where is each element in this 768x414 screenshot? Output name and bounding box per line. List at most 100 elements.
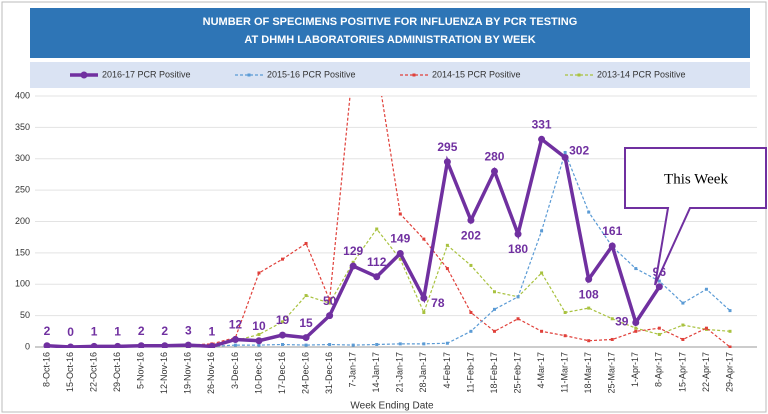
data-label: 280 bbox=[484, 149, 504, 163]
point bbox=[304, 343, 308, 347]
data-label: 2 bbox=[161, 324, 168, 338]
point bbox=[563, 150, 567, 154]
legend-label: 2016-17 PCR Positive bbox=[102, 69, 191, 79]
series-line bbox=[47, 96, 731, 348]
point bbox=[328, 301, 332, 305]
point bbox=[328, 342, 332, 346]
x-tick-label: 7-Jan-17 bbox=[348, 352, 358, 388]
point bbox=[445, 243, 449, 247]
data-label: 302 bbox=[569, 144, 589, 158]
point bbox=[161, 342, 169, 348]
x-tick-label: 26-Nov-16 bbox=[206, 352, 216, 394]
point bbox=[728, 345, 732, 348]
point bbox=[587, 339, 591, 343]
x-tick-label: 28-Jan-17 bbox=[418, 352, 428, 393]
x-tick-label: 17-Dec-16 bbox=[277, 352, 287, 394]
point bbox=[704, 326, 708, 330]
point bbox=[540, 271, 544, 275]
point bbox=[561, 153, 569, 161]
point bbox=[469, 263, 473, 267]
data-label: 10 bbox=[252, 319, 266, 333]
x-tick-label: 5-Nov-16 bbox=[136, 352, 146, 389]
legend-marker bbox=[247, 73, 251, 77]
y-tick-label: 0 bbox=[25, 341, 30, 351]
x-tick-label: 3-Dec-16 bbox=[230, 352, 240, 389]
data-label: 2 bbox=[44, 324, 51, 338]
point bbox=[704, 287, 708, 291]
point bbox=[443, 158, 451, 166]
point bbox=[304, 294, 308, 298]
data-label: 149 bbox=[390, 232, 410, 246]
y-tick-label: 150 bbox=[15, 247, 30, 257]
point bbox=[257, 332, 261, 336]
point bbox=[396, 250, 404, 258]
data-label: 295 bbox=[437, 140, 457, 154]
point bbox=[634, 267, 638, 271]
point bbox=[610, 337, 614, 341]
point bbox=[208, 342, 216, 348]
point bbox=[302, 334, 310, 342]
data-label: 129 bbox=[343, 244, 363, 258]
data-label: 112 bbox=[367, 255, 387, 269]
data-label: 1 bbox=[114, 325, 121, 339]
legend-marker bbox=[412, 73, 416, 77]
x-tick-label: 8-Apr-17 bbox=[654, 352, 664, 387]
point bbox=[587, 306, 591, 310]
point bbox=[349, 262, 357, 270]
point bbox=[233, 343, 237, 347]
point bbox=[373, 273, 381, 281]
point bbox=[304, 241, 308, 245]
point bbox=[469, 329, 473, 333]
point bbox=[655, 283, 663, 291]
point bbox=[43, 342, 51, 348]
point bbox=[657, 332, 661, 336]
series-line bbox=[46, 150, 731, 347]
point bbox=[492, 307, 496, 311]
legend-marker bbox=[577, 73, 581, 77]
point bbox=[281, 320, 285, 324]
y-tick-label: 250 bbox=[15, 185, 30, 195]
x-tick-label: 31-Dec-16 bbox=[324, 352, 334, 394]
point bbox=[326, 312, 334, 320]
callout: This Week bbox=[624, 147, 767, 286]
callout-shape bbox=[624, 147, 767, 286]
point bbox=[375, 227, 379, 231]
point bbox=[492, 290, 496, 294]
data-label: 202 bbox=[461, 228, 481, 242]
data-label: 331 bbox=[532, 117, 552, 131]
data-label: 0 bbox=[67, 325, 74, 339]
x-tick-label: 29-Oct-16 bbox=[112, 352, 122, 392]
x-tick-label: 15-Apr-17 bbox=[677, 352, 687, 392]
x-tick-label: 11-Mar-17 bbox=[560, 352, 570, 393]
point bbox=[634, 329, 638, 333]
x-tick-label: 29-Apr-17 bbox=[724, 352, 734, 392]
plot-area bbox=[43, 96, 732, 348]
x-tick-label: 12-Nov-16 bbox=[159, 352, 169, 394]
point bbox=[585, 275, 593, 283]
point bbox=[422, 310, 426, 314]
data-label: 180 bbox=[508, 242, 528, 256]
point bbox=[184, 341, 192, 348]
point bbox=[563, 334, 567, 338]
x-tick-label: 4-Mar-17 bbox=[536, 352, 546, 389]
point bbox=[681, 323, 685, 327]
data-label: 78 bbox=[431, 296, 445, 310]
x-axis-title: Week Ending Date bbox=[350, 401, 434, 412]
data-label: 1 bbox=[209, 325, 216, 339]
data-label: 161 bbox=[602, 224, 622, 238]
point bbox=[516, 317, 520, 321]
legend-band bbox=[30, 62, 750, 88]
point bbox=[420, 294, 428, 302]
point bbox=[279, 331, 287, 339]
x-tick-label: 18-Feb-17 bbox=[489, 352, 499, 394]
point bbox=[67, 343, 75, 348]
point bbox=[137, 342, 145, 348]
point bbox=[469, 310, 473, 314]
point bbox=[398, 212, 402, 216]
legend-label: 2015-16 PCR Positive bbox=[267, 69, 356, 79]
point bbox=[490, 167, 498, 175]
data-label: 108 bbox=[579, 287, 599, 301]
x-tick-label: 14-Jan-17 bbox=[371, 352, 381, 393]
point bbox=[351, 343, 355, 347]
point bbox=[681, 301, 685, 305]
